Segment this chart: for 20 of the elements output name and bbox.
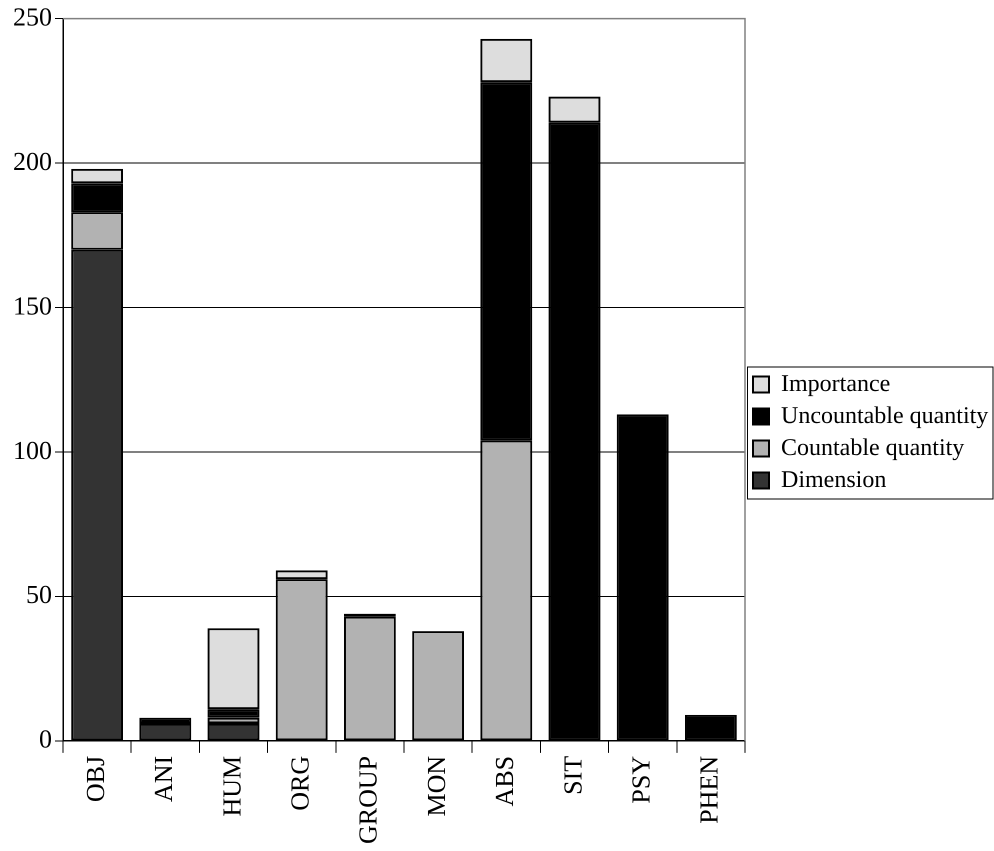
legend-label: Uncountable quantity <box>781 402 988 429</box>
x-tick-label: ORG <box>286 756 315 811</box>
x-tick-label: OBJ <box>80 756 110 802</box>
y-tick-label: 50 <box>26 580 52 610</box>
x-tick-label: PSY <box>626 756 656 804</box>
y-tick-label: 0 <box>39 724 52 754</box>
x-tick-label: ANI <box>149 756 178 802</box>
y-tick-label: 100 <box>13 436 52 465</box>
legend-label: Importance <box>781 370 890 397</box>
y-tick-label: 150 <box>13 291 52 320</box>
legend-label: Countable quantity <box>781 434 964 461</box>
x-tick-label: GROUP <box>354 756 383 844</box>
x-tick-label: ABS <box>490 756 520 806</box>
x-tick-label: MON <box>422 756 451 817</box>
x-tick-label: HUM <box>217 756 246 817</box>
legend-label: Dimension <box>781 466 886 493</box>
x-tick-label: PHEN <box>694 756 724 824</box>
y-tick-label: 250 <box>13 2 52 32</box>
y-tick-label: 200 <box>13 146 52 176</box>
x-tick-label: SIT <box>558 756 588 795</box>
